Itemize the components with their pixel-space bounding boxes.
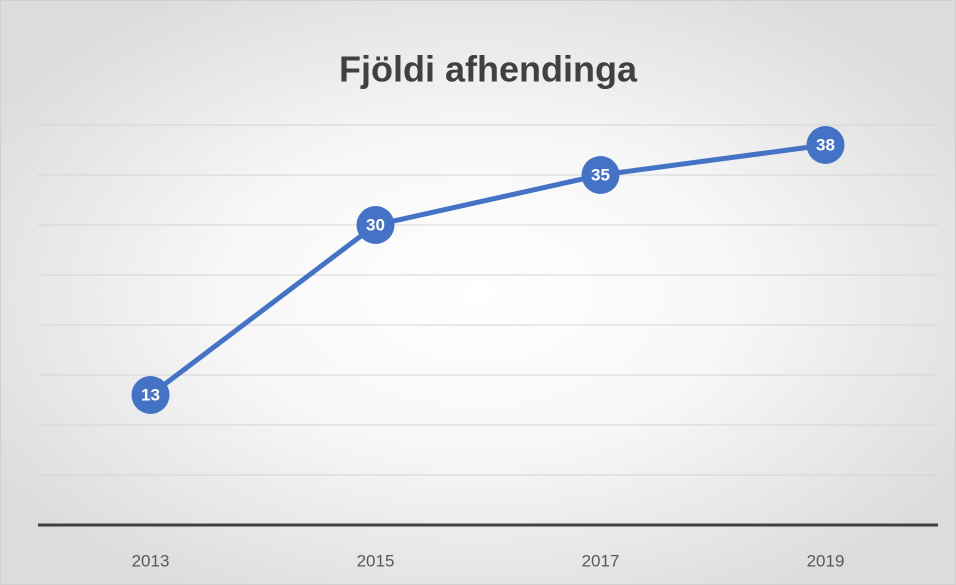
x-tick-label: 2017 [582, 551, 620, 570]
data-line [148, 142, 826, 397]
data-label: 13 [141, 385, 160, 404]
data-label: 30 [366, 215, 385, 234]
data-point [581, 156, 620, 194]
data-point [806, 126, 845, 164]
x-tick-label: 2019 [807, 551, 845, 570]
x-tick-label: 2015 [357, 551, 395, 570]
series: 13 30 35 38 [131, 126, 845, 414]
data-label: 35 [591, 165, 610, 184]
x-tick-label: 2013 [132, 551, 170, 570]
chart-title: Fjöldi afhendinga [339, 49, 638, 90]
data-point [131, 376, 170, 414]
data-label: 38 [816, 135, 835, 154]
grid [38, 124, 938, 527]
data-point [356, 206, 395, 244]
